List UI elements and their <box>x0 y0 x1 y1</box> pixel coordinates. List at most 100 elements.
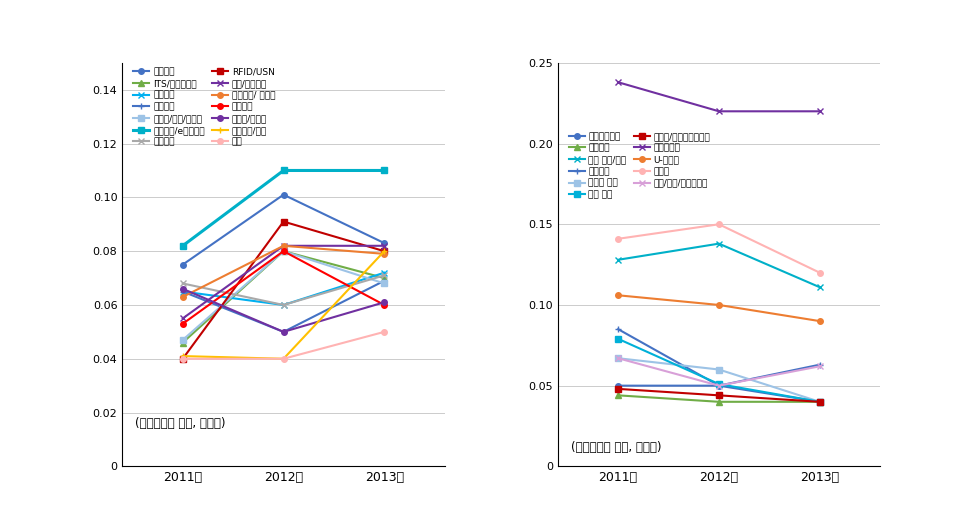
Line: 기상과학: 기상과학 <box>180 272 387 308</box>
Legend: 이동통신, ITS/텔레매틱스, 식품과학, 감성과학, 도서관/정보/이용자, 경영정보/e비즈니스, 기상과학, RFID/USN, 영상/음향기기, 의료: 이동통신, ITS/텔레매틱스, 식품과학, 감성과학, 도서관/정보/이용자,… <box>133 68 275 147</box>
콘텐츠 <box>612 236 623 242</box>
콘텐츠 <box>712 221 724 227</box>
기타 교육 <box>712 381 724 387</box>
디자인 일반 <box>712 366 724 373</box>
관광 <box>277 356 289 362</box>
산업/조직/소비자심리 <box>813 363 825 369</box>
미디어/수용자 <box>277 329 289 335</box>
Line: 콘텐츠: 콘텐츠 <box>615 222 822 276</box>
도서관/정보/이용자 <box>177 337 189 343</box>
경영전략/윤리 <box>177 353 189 359</box>
Line: RFID/USN: RFID/USN <box>180 219 387 362</box>
감성과학 <box>277 329 289 335</box>
영상/음향기기 <box>277 243 289 249</box>
Line: 경영전략/윤리: 경영전략/윤리 <box>180 248 387 362</box>
기타 교육 <box>612 336 623 342</box>
Line: 생산기반기술: 생산기반기술 <box>615 383 822 405</box>
기타 정보/통신 <box>712 241 724 247</box>
기타 정보/통신 <box>612 257 623 263</box>
에너지/환경기계시스템 <box>612 386 623 392</box>
소프트웨어 <box>612 79 623 85</box>
인지과학 <box>277 248 289 254</box>
디자인 일반 <box>813 399 825 405</box>
기타기계 <box>813 399 825 405</box>
미디어/수용자 <box>378 299 390 305</box>
식품과학 <box>277 302 289 308</box>
의료정보/ 시스템 <box>277 243 289 249</box>
콘텐츠 <box>813 269 825 276</box>
Line: 식품과학: 식품과학 <box>180 270 387 308</box>
ITS/텔레매틱스 <box>277 248 289 254</box>
Text: (기술파급도 증가, 가중치): (기술파급도 증가, 가중치) <box>135 417 226 430</box>
기타기계 <box>712 399 724 405</box>
기타 정보/통신 <box>813 284 825 290</box>
소프트웨어 <box>813 108 825 114</box>
Line: 도서관/정보/이용자: 도서관/정보/이용자 <box>180 248 387 343</box>
경영전략/윤리 <box>277 356 289 362</box>
관광 <box>378 329 390 335</box>
감성과학 <box>378 278 390 284</box>
Legend: 생산기반기술, 기타기계, 기타 정보/통신, 정보이론, 디자인 일반, 기타 교육, 에너지/환경기계시스템, 소프트웨어, U-컴퓨팅, 콘텐츠, 산업/: 생산기반기술, 기타기계, 기타 정보/통신, 정보이론, 디자인 일반, 기타… <box>568 132 709 200</box>
소프트웨어 <box>712 108 724 114</box>
Line: 미디어/수용자: 미디어/수용자 <box>180 286 387 335</box>
Line: 영상/음향기기: 영상/음향기기 <box>180 243 387 321</box>
경영정보/e비즈니스 <box>277 167 289 173</box>
Line: 소프트웨어: 소프트웨어 <box>615 80 822 114</box>
의료정보/ 시스템 <box>378 250 390 257</box>
ITS/텔레매틱스 <box>378 275 390 281</box>
이동통신 <box>378 240 390 246</box>
영상/음향기기 <box>378 243 390 249</box>
인지과학 <box>177 321 189 327</box>
Line: 관광: 관광 <box>180 329 387 362</box>
기타 교육 <box>813 399 825 405</box>
ITS/텔레매틱스 <box>177 340 189 346</box>
Line: 의료정보/ 시스템: 의료정보/ 시스템 <box>180 243 387 300</box>
디자인 일반 <box>612 355 623 362</box>
경영정보/e비즈니스 <box>378 167 390 173</box>
Line: 인지과학: 인지과학 <box>180 248 387 326</box>
U-컴퓨팅 <box>712 302 724 308</box>
정보이론 <box>813 362 825 368</box>
관광 <box>177 356 189 362</box>
식품과학 <box>177 288 189 294</box>
경영전략/윤리 <box>378 248 390 254</box>
Line: 산업/조직/소비자심리: 산업/조직/소비자심리 <box>615 355 822 388</box>
에너지/환경기계시스템 <box>712 392 724 398</box>
U-컴퓨팅 <box>813 318 825 324</box>
Line: 기타 교육: 기타 교육 <box>615 336 822 405</box>
Line: 기타기계: 기타기계 <box>615 392 822 405</box>
산업/조직/소비자심리 <box>612 355 623 362</box>
생산기반기술 <box>712 383 724 389</box>
에너지/환경기계시스템 <box>813 399 825 405</box>
미디어/수용자 <box>177 286 189 292</box>
기타기계 <box>612 392 623 398</box>
인지과학 <box>378 302 390 308</box>
Line: 감성과학: 감성과학 <box>180 278 387 335</box>
U-컴퓨팅 <box>612 292 623 299</box>
RFID/USN <box>177 356 189 362</box>
Line: 경영정보/e비즈니스: 경영정보/e비즈니스 <box>180 168 387 248</box>
의료정보/ 시스템 <box>177 294 189 300</box>
산업/조직/소비자심리 <box>712 383 724 389</box>
Line: 디자인 일반: 디자인 일반 <box>615 355 822 405</box>
영상/음향기기 <box>177 315 189 322</box>
RFID/USN <box>277 219 289 225</box>
기상과학 <box>378 272 390 279</box>
Line: 이동통신: 이동통신 <box>180 192 387 267</box>
Line: U-컴퓨팅: U-컴퓨팅 <box>615 292 822 324</box>
정보이론 <box>612 326 623 332</box>
도서관/정보/이용자 <box>378 280 390 287</box>
이동통신 <box>277 192 289 198</box>
기상과학 <box>277 302 289 308</box>
Line: 에너지/환경기계시스템: 에너지/환경기계시스템 <box>615 386 822 405</box>
이동통신 <box>177 261 189 268</box>
RFID/USN <box>378 248 390 254</box>
기상과학 <box>177 280 189 287</box>
생산기반기술 <box>813 399 825 405</box>
Line: 기타 정보/통신: 기타 정보/통신 <box>615 241 822 290</box>
정보이론 <box>712 383 724 389</box>
Line: 정보이론: 정보이론 <box>615 326 822 388</box>
경영정보/e비즈니스 <box>177 243 189 249</box>
식품과학 <box>378 269 390 276</box>
생산기반기술 <box>612 383 623 389</box>
